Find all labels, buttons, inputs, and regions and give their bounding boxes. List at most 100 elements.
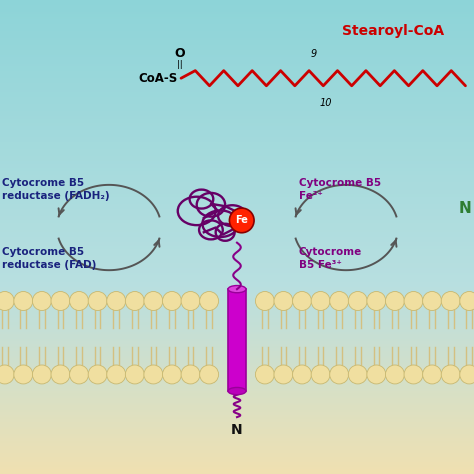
Bar bbox=[0, 199, 474, 201]
Bar bbox=[0, 21, 474, 24]
Circle shape bbox=[292, 365, 311, 384]
Bar bbox=[0, 216, 474, 218]
Text: CoA-S: CoA-S bbox=[138, 72, 178, 85]
Bar bbox=[0, 270, 474, 273]
Bar bbox=[0, 287, 474, 289]
Bar bbox=[0, 467, 474, 469]
Bar bbox=[0, 164, 474, 166]
Circle shape bbox=[200, 365, 219, 384]
Bar bbox=[0, 55, 474, 57]
Bar bbox=[0, 76, 474, 78]
Bar bbox=[0, 156, 474, 159]
Bar bbox=[0, 9, 474, 12]
Bar bbox=[0, 24, 474, 26]
Text: 9: 9 bbox=[310, 49, 317, 59]
Text: N: N bbox=[231, 423, 243, 438]
Bar bbox=[0, 185, 474, 187]
Bar bbox=[0, 62, 474, 64]
Circle shape bbox=[274, 292, 293, 310]
Bar bbox=[0, 118, 474, 121]
Circle shape bbox=[367, 365, 386, 384]
Circle shape bbox=[14, 292, 33, 310]
Bar bbox=[0, 446, 474, 448]
Circle shape bbox=[200, 292, 219, 310]
Circle shape bbox=[51, 292, 70, 310]
Bar bbox=[0, 88, 474, 90]
Bar bbox=[0, 417, 474, 419]
Bar bbox=[0, 299, 474, 301]
Circle shape bbox=[348, 365, 367, 384]
Bar bbox=[0, 419, 474, 422]
Bar bbox=[0, 213, 474, 216]
Bar bbox=[0, 356, 474, 358]
Bar bbox=[0, 28, 474, 31]
Bar bbox=[0, 57, 474, 59]
Bar bbox=[0, 149, 474, 152]
Bar bbox=[0, 431, 474, 434]
Bar bbox=[0, 292, 474, 294]
Text: Stearoyl-CoA: Stearoyl-CoA bbox=[342, 24, 445, 38]
Bar bbox=[0, 337, 474, 339]
Bar bbox=[0, 401, 474, 403]
Bar bbox=[0, 341, 474, 344]
Bar bbox=[0, 370, 474, 372]
Bar bbox=[0, 230, 474, 232]
Bar bbox=[0, 329, 474, 332]
Circle shape bbox=[274, 365, 293, 384]
Bar bbox=[0, 462, 474, 465]
Text: O: O bbox=[175, 47, 185, 60]
Bar bbox=[0, 100, 474, 102]
Bar bbox=[0, 277, 474, 280]
Bar bbox=[0, 97, 474, 100]
Bar bbox=[0, 327, 474, 329]
Bar bbox=[0, 393, 474, 396]
Bar bbox=[0, 242, 474, 244]
Bar bbox=[0, 237, 474, 239]
Bar bbox=[0, 121, 474, 123]
Bar bbox=[0, 263, 474, 265]
Bar bbox=[0, 265, 474, 268]
Bar bbox=[0, 422, 474, 424]
Circle shape bbox=[144, 292, 163, 310]
Bar bbox=[0, 14, 474, 17]
Bar bbox=[0, 246, 474, 249]
Bar bbox=[0, 322, 474, 325]
Bar bbox=[0, 209, 474, 211]
Bar bbox=[0, 384, 474, 386]
Bar bbox=[0, 284, 474, 287]
Bar bbox=[0, 161, 474, 164]
Bar bbox=[0, 128, 474, 130]
Bar bbox=[0, 301, 474, 303]
Bar bbox=[0, 303, 474, 306]
Bar bbox=[0, 351, 474, 353]
Bar bbox=[0, 187, 474, 190]
Bar bbox=[0, 159, 474, 161]
Circle shape bbox=[292, 292, 311, 310]
Bar bbox=[0, 339, 474, 341]
Bar bbox=[0, 325, 474, 327]
Circle shape bbox=[311, 292, 330, 310]
Circle shape bbox=[70, 365, 89, 384]
Ellipse shape bbox=[228, 285, 246, 293]
Circle shape bbox=[229, 208, 254, 233]
Bar bbox=[0, 398, 474, 401]
Circle shape bbox=[441, 292, 460, 310]
Bar bbox=[0, 429, 474, 431]
Bar bbox=[0, 365, 474, 367]
Bar bbox=[0, 289, 474, 292]
Bar bbox=[228, 289, 246, 391]
Circle shape bbox=[125, 292, 144, 310]
Bar bbox=[0, 50, 474, 52]
Bar bbox=[0, 318, 474, 320]
Circle shape bbox=[460, 365, 474, 384]
Bar bbox=[0, 69, 474, 71]
Bar bbox=[0, 90, 474, 92]
Bar bbox=[0, 47, 474, 50]
Bar bbox=[0, 348, 474, 351]
Bar bbox=[0, 256, 474, 258]
Bar bbox=[0, 460, 474, 462]
Bar bbox=[0, 26, 474, 28]
Bar bbox=[0, 244, 474, 246]
Circle shape bbox=[88, 292, 107, 310]
Bar bbox=[0, 358, 474, 360]
